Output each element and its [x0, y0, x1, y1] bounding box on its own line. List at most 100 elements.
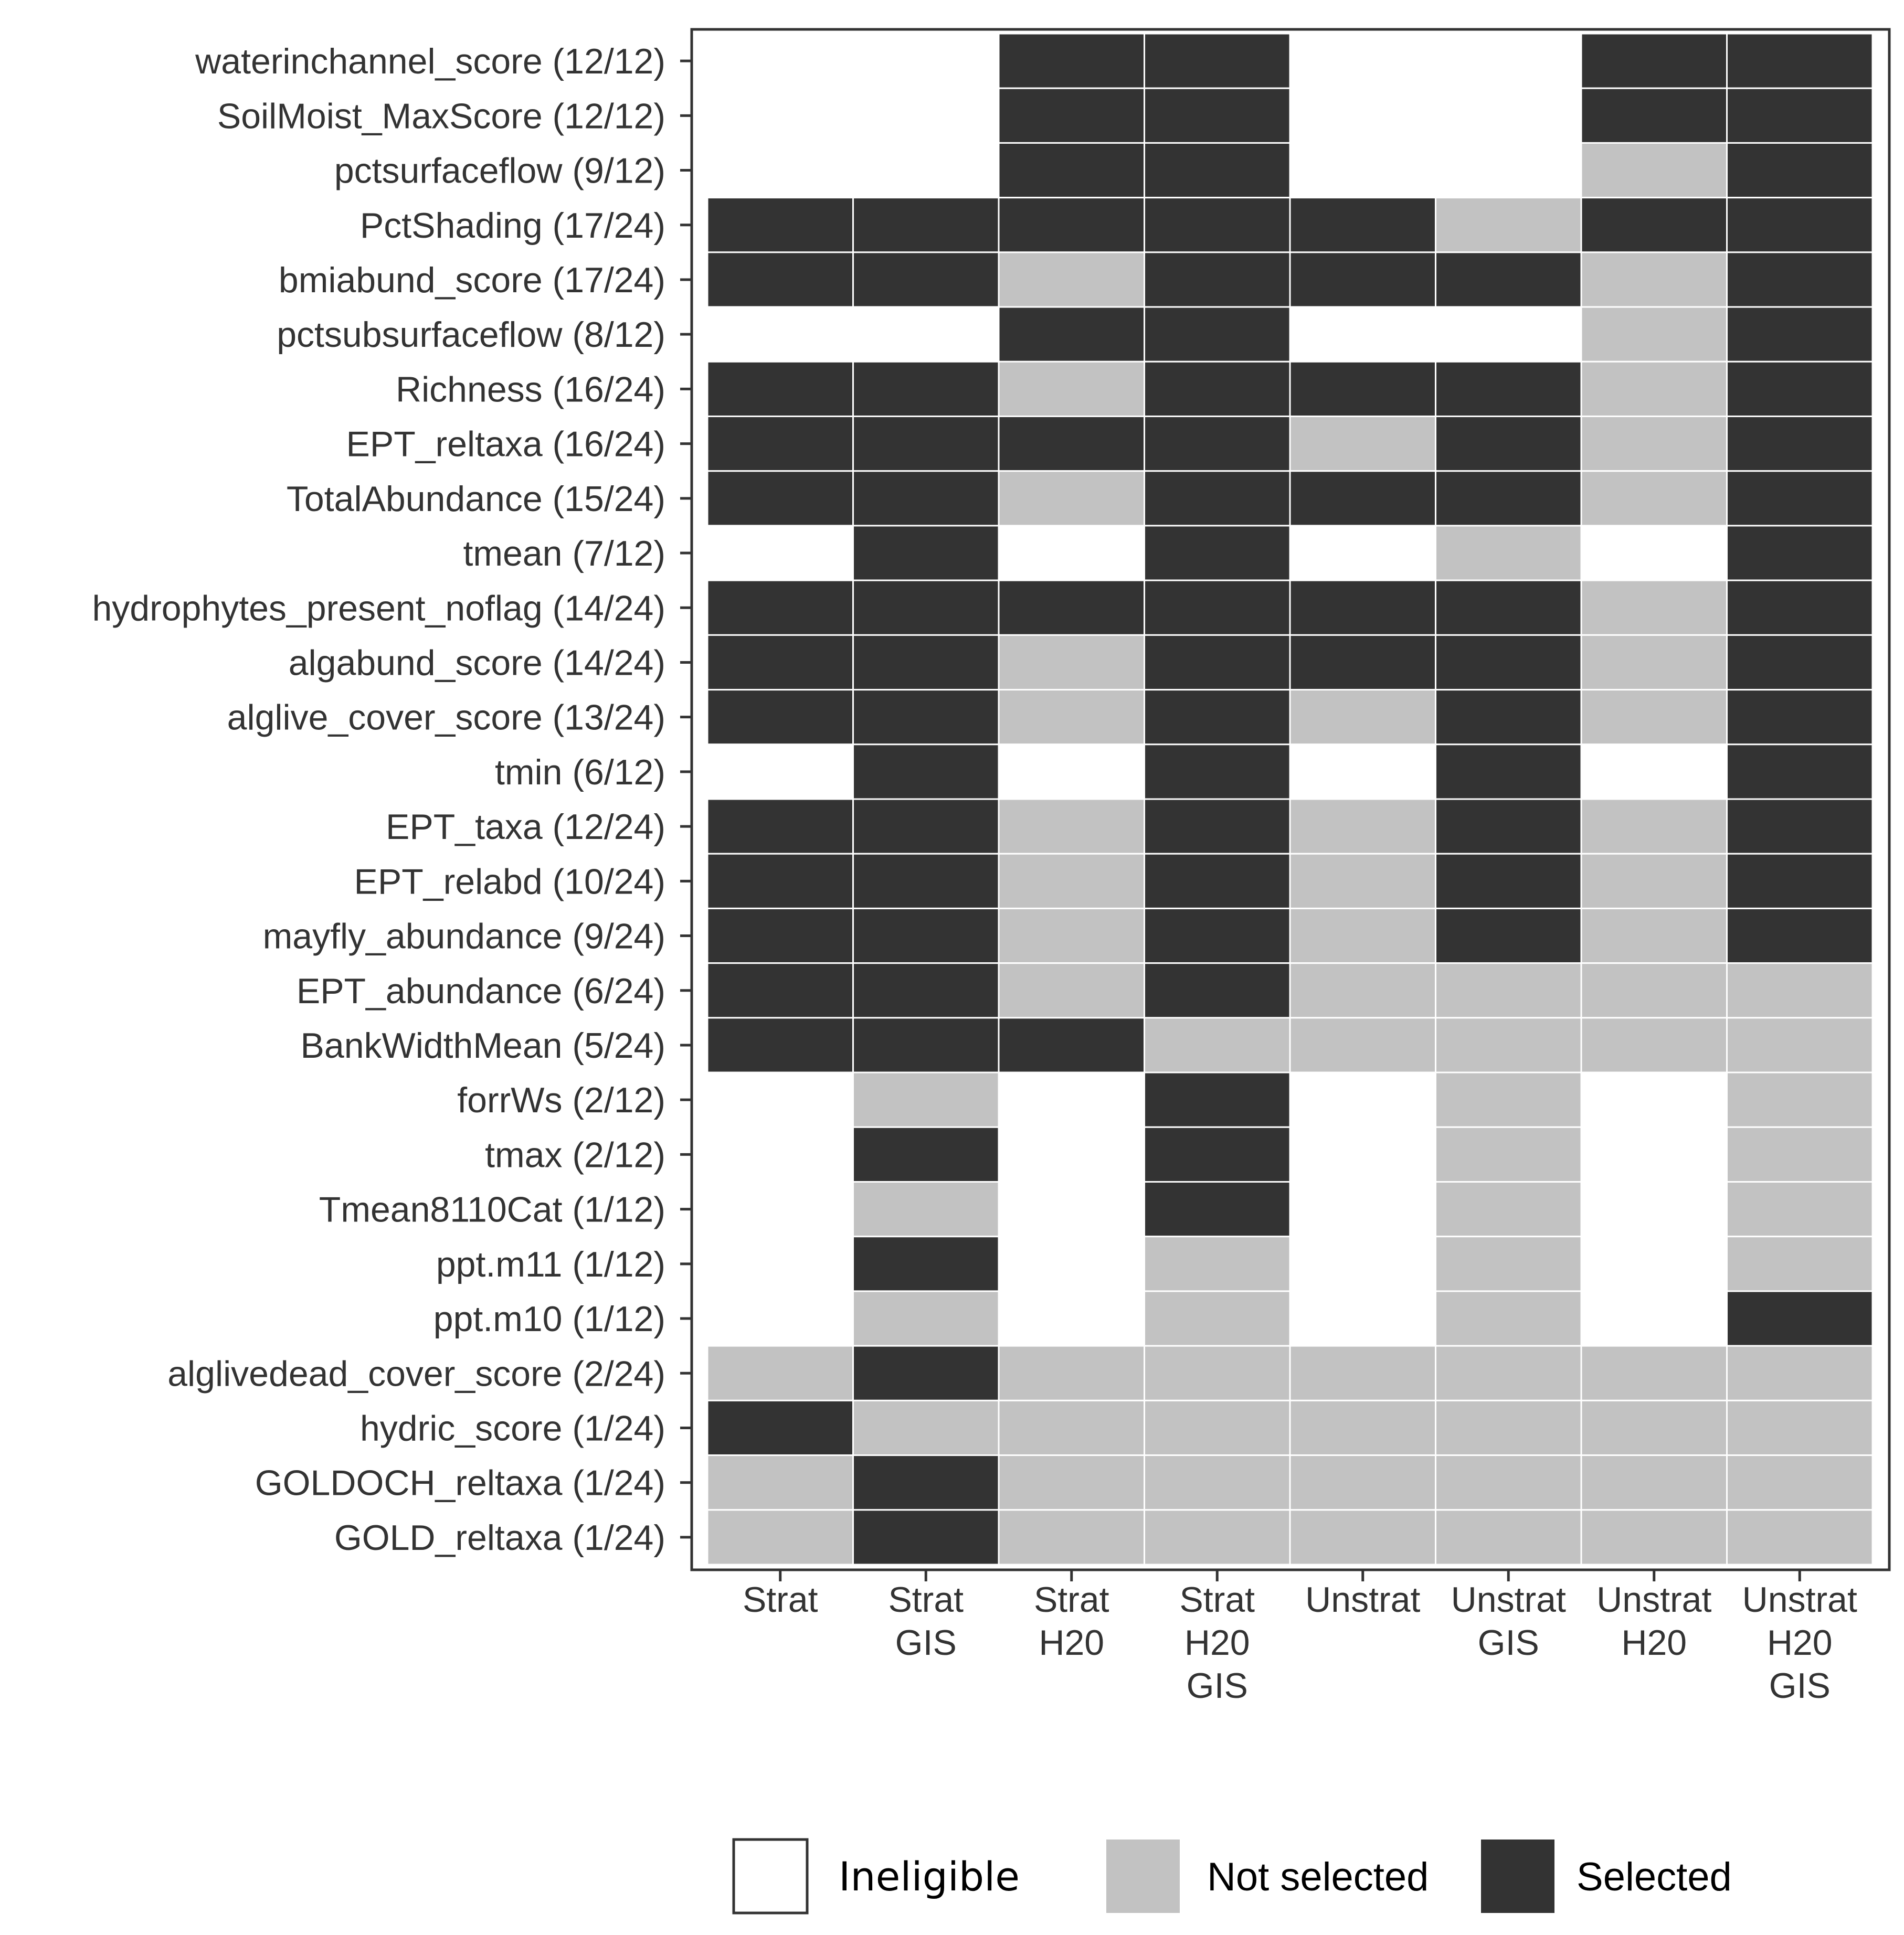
heatmap-cell — [706, 1290, 854, 1347]
heatmap-cell — [706, 1345, 854, 1401]
heatmap-cell — [706, 962, 854, 1019]
heatmap-cell — [1435, 853, 1582, 909]
heatmap-cell — [1580, 87, 1728, 144]
heatmap-cell — [1144, 525, 1291, 581]
heatmap-cell — [1726, 87, 1874, 144]
heatmap-cell — [1435, 251, 1582, 308]
y-tick-label: alglivedead_cover_score (2/24) — [167, 1354, 665, 1394]
y-tick-label: Richness (16/24) — [396, 369, 665, 409]
heatmap-cell — [998, 579, 1145, 636]
heatmap-cell — [1289, 87, 1436, 144]
heatmap-cell — [1580, 1345, 1728, 1401]
heatmap-cell — [1435, 743, 1582, 800]
heatmap-cell — [1580, 1126, 1728, 1183]
heatmap-cell — [852, 251, 1000, 308]
heatmap-cell — [1435, 197, 1582, 253]
heatmap-cell — [706, 1509, 854, 1566]
heatmap-cell — [1580, 1290, 1728, 1347]
heatmap-cell — [998, 1454, 1145, 1511]
heatmap-cell — [1435, 1181, 1582, 1238]
y-tick-label: BankWidthMean (5/24) — [301, 1026, 665, 1066]
heatmap-cell — [998, 1399, 1145, 1456]
heatmap-cell — [1726, 689, 1874, 746]
heatmap-cell — [1580, 798, 1728, 855]
heatmap-cell — [1726, 360, 1874, 417]
heatmap-cell — [1144, 1236, 1291, 1292]
heatmap-cell — [1580, 743, 1728, 800]
heatmap-cell — [1435, 87, 1582, 144]
y-tick-label: algabund_score (14/24) — [289, 643, 665, 683]
heatmap-cell — [1144, 579, 1291, 636]
x-tick-label: Strat H20 GIS — [1179, 1580, 1255, 1706]
heatmap-cell — [852, 1236, 1000, 1292]
heatmap-cell — [706, 1126, 854, 1183]
heatmap-cell — [1435, 962, 1582, 1019]
y-tick-label: EPT_abundance (6/24) — [297, 971, 665, 1011]
heatmap-cell — [1435, 634, 1582, 691]
heatmap-cell — [1580, 306, 1728, 363]
heatmap-cell — [998, 907, 1145, 964]
heatmap-cell — [1144, 1017, 1291, 1073]
heatmap-cell — [706, 1181, 854, 1238]
y-tick-label: GOLDOCH_reltaxa (1/24) — [255, 1463, 665, 1503]
heatmap-cell — [706, 1236, 854, 1292]
x-tick-label: Strat H20 — [1034, 1580, 1109, 1663]
heatmap-cell — [998, 360, 1145, 417]
heatmap-cell — [1435, 1126, 1582, 1183]
heatmap-cell — [1289, 1509, 1436, 1566]
heatmap-cell — [706, 579, 854, 636]
heatmap-cell — [1435, 142, 1582, 199]
heatmap-cell — [1435, 1345, 1582, 1401]
heatmap-cell — [1580, 634, 1728, 691]
heatmap-cell — [1435, 416, 1582, 472]
heatmap-cell — [1289, 525, 1436, 581]
heatmap-cell — [1435, 1071, 1582, 1128]
heatmap-cell — [1289, 197, 1436, 253]
heatmap-cell — [1580, 962, 1728, 1019]
heatmap-cell — [1289, 251, 1436, 308]
heatmap-cell — [706, 743, 854, 800]
heatmap-cell — [1289, 579, 1436, 636]
heatmap-cell — [1726, 251, 1874, 308]
heatmap-cell — [706, 525, 854, 581]
heatmap-cell — [998, 689, 1145, 746]
heatmap-cell — [852, 416, 1000, 472]
y-tick-label: Tmean8110Cat (1/12) — [319, 1190, 665, 1230]
heatmap-cell — [852, 1509, 1000, 1566]
heatmap-cell — [1144, 251, 1291, 308]
heatmap-cell — [1289, 1071, 1436, 1128]
y-axis-ticks — [680, 59, 692, 1539]
heatmap-cell — [852, 1071, 1000, 1128]
y-tick-label: EPT_relabd (10/24) — [354, 862, 665, 901]
heatmap-cell — [1144, 360, 1291, 417]
heatmap-cell — [706, 142, 854, 199]
heatmap-cell — [1580, 416, 1728, 472]
y-tick-label: tmean (7/12) — [463, 534, 665, 573]
heatmap-cell — [1289, 743, 1436, 800]
x-axis-labels: Strat Strat GIS Strat H20 Strat H20 GIS Unstrat U… — [743, 1580, 1857, 1706]
heatmap-cell — [1726, 1454, 1874, 1511]
heatmap-cell — [1726, 798, 1874, 855]
heatmap-cell — [1289, 33, 1436, 89]
heatmap-cell — [1144, 853, 1291, 909]
legend: Ineligible Not selected Selected — [732, 1838, 1732, 1915]
heatmap-cell — [1580, 1236, 1728, 1292]
heatmap-cell — [852, 689, 1000, 746]
heatmap-cell — [706, 1399, 854, 1456]
y-tick-label: hydric_score (1/24) — [360, 1408, 665, 1448]
heatmap-cell — [998, 142, 1145, 199]
heatmap-cell — [852, 525, 1000, 581]
heatmap-cell — [1144, 1181, 1291, 1238]
heatmap-cell — [1144, 306, 1291, 363]
heatmap-cell — [1144, 907, 1291, 964]
heatmap-cell — [1726, 1181, 1874, 1238]
heatmap-cell — [1144, 197, 1291, 253]
heatmap-cell — [1726, 525, 1874, 581]
heatmap-cell — [1580, 197, 1728, 253]
y-tick-label: GOLD_reltaxa (1/24) — [334, 1518, 665, 1558]
heatmap-cell — [706, 907, 854, 964]
heatmap-cell — [852, 87, 1000, 144]
y-axis-labels: waterinchannel_score (12/12) SoilMoist_Ma… — [92, 41, 665, 1558]
panel-border — [690, 28, 1891, 1571]
